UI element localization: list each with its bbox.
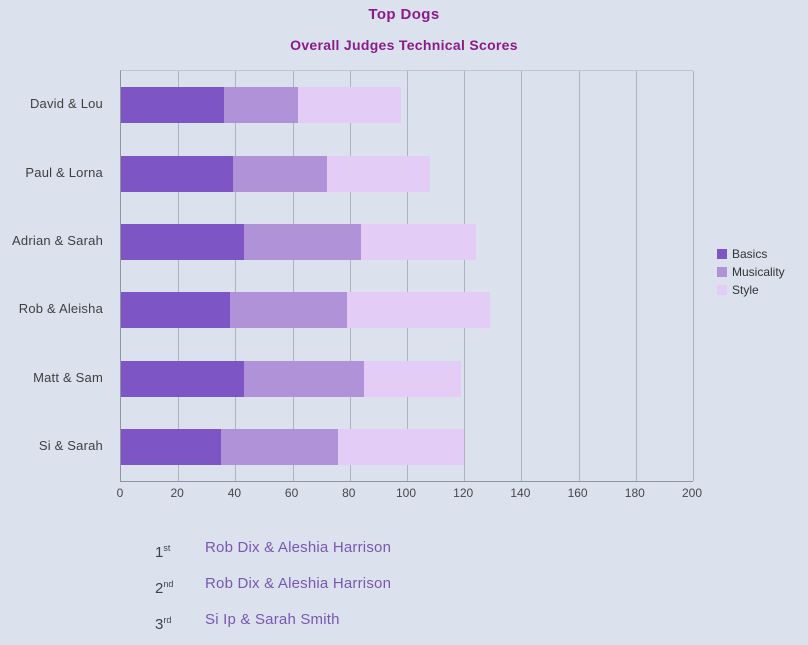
results-list: 1st Rob Dix & Aleshia Harrison 2nd Rob Dix … (155, 537, 391, 645)
bar-segment-musicality (223, 87, 299, 124)
bar-row-matt-sam (121, 360, 693, 397)
legend-swatch-icon (717, 267, 727, 277)
bar-segment-style (326, 155, 430, 192)
y-category-label: Paul & Lorna (25, 164, 103, 180)
bar-row-si-sarah (121, 428, 693, 465)
result-row: 2nd Rob Dix & Aleshia Harrison (155, 573, 391, 600)
bar-segment-basics (121, 292, 230, 329)
bar-segment-style (361, 223, 476, 260)
x-tick-label: 140 (510, 486, 531, 500)
gridline (235, 71, 237, 481)
bar-row-david-lou (121, 87, 693, 124)
legend-swatch-icon (717, 285, 727, 295)
bar-segment-style (346, 292, 490, 329)
legend-label: Basics (732, 247, 768, 261)
legend-item-musicality: Musicality (717, 265, 785, 279)
bar-segment-musicality (243, 223, 362, 260)
x-axis-labels: 0 20 40 60 80 100 120 140 160 180 200 (116, 486, 702, 502)
bar-segment-style (298, 87, 402, 124)
bar-segment-style (364, 360, 462, 397)
y-axis-labels: David & Lou Paul & Lorna Adrian & Sarah Rob… (0, 70, 112, 480)
legend-label: Musicality (732, 265, 785, 279)
result-name: Rob Dix & Aleshia Harrison (205, 575, 392, 592)
result-row: 1st Rob Dix & Aleshia Harrison (155, 537, 391, 564)
y-category-label: Rob & Aleisha (18, 301, 103, 317)
bar-segment-basics (121, 428, 222, 465)
result-name: Si Ip & Sarah Smith (205, 611, 340, 628)
x-tick-label: 80 (342, 486, 356, 500)
gridline (407, 71, 408, 481)
x-tick-label: 40 (227, 486, 242, 500)
gridline (635, 71, 637, 481)
bar-row-adrian-sarah (121, 223, 693, 260)
bar-segment-style (338, 428, 465, 465)
legend-item-style: Style (717, 283, 785, 297)
result-row: 3rd Si Ip & Sarah Smith (155, 609, 391, 636)
bar-segment-musicality (229, 292, 347, 329)
bar-segment-musicality (243, 360, 365, 397)
legend-item-basics: Basics (717, 247, 785, 261)
result-name: Rob Dix & Aleshia Harrison (205, 539, 392, 556)
bar-segment-musicality (221, 428, 339, 465)
x-tick-label: 160 (567, 486, 588, 500)
legend-swatch-icon (717, 249, 727, 259)
legend: Basics Musicality Style (717, 247, 785, 297)
gridline (292, 71, 294, 481)
gridline (178, 71, 180, 481)
result-rank: 3rd (155, 615, 172, 633)
y-category-label: David & Lou (29, 96, 103, 112)
legend-label: Style (732, 283, 759, 297)
bar-segment-basics (121, 360, 244, 397)
bar-row-paul-lorna (121, 155, 693, 192)
gridline (464, 71, 466, 481)
x-tick-label: 0 (116, 486, 124, 500)
result-rank: 2nd (155, 579, 174, 597)
gridline (349, 71, 351, 481)
result-rank: 1st (155, 543, 171, 561)
y-category-label: Si & Sarah (38, 437, 103, 453)
x-tick-label: 180 (624, 486, 645, 500)
x-tick-label: 20 (170, 486, 184, 500)
chart-subtitle: Overall Judges Technical Scores (290, 37, 518, 53)
gridline (578, 71, 580, 481)
bar-segment-basics (121, 87, 224, 124)
y-category-label: Matt & Sam (33, 369, 103, 385)
x-tick-label: 200 (681, 486, 703, 500)
bar-segment-basics (121, 155, 233, 192)
bar-row-rob-aleisha (121, 292, 693, 329)
gridline (693, 71, 694, 481)
x-tick-label: 100 (395, 486, 417, 500)
bar-segment-musicality (232, 155, 327, 192)
chart-title: Top Dogs (368, 6, 440, 23)
y-category-label: Adrian & Sarah (12, 232, 103, 248)
x-tick-label: 60 (284, 486, 299, 500)
x-tick-label: 120 (453, 486, 474, 500)
bar-segment-basics (121, 223, 244, 260)
gridline (521, 71, 523, 481)
plot-area (120, 70, 694, 482)
